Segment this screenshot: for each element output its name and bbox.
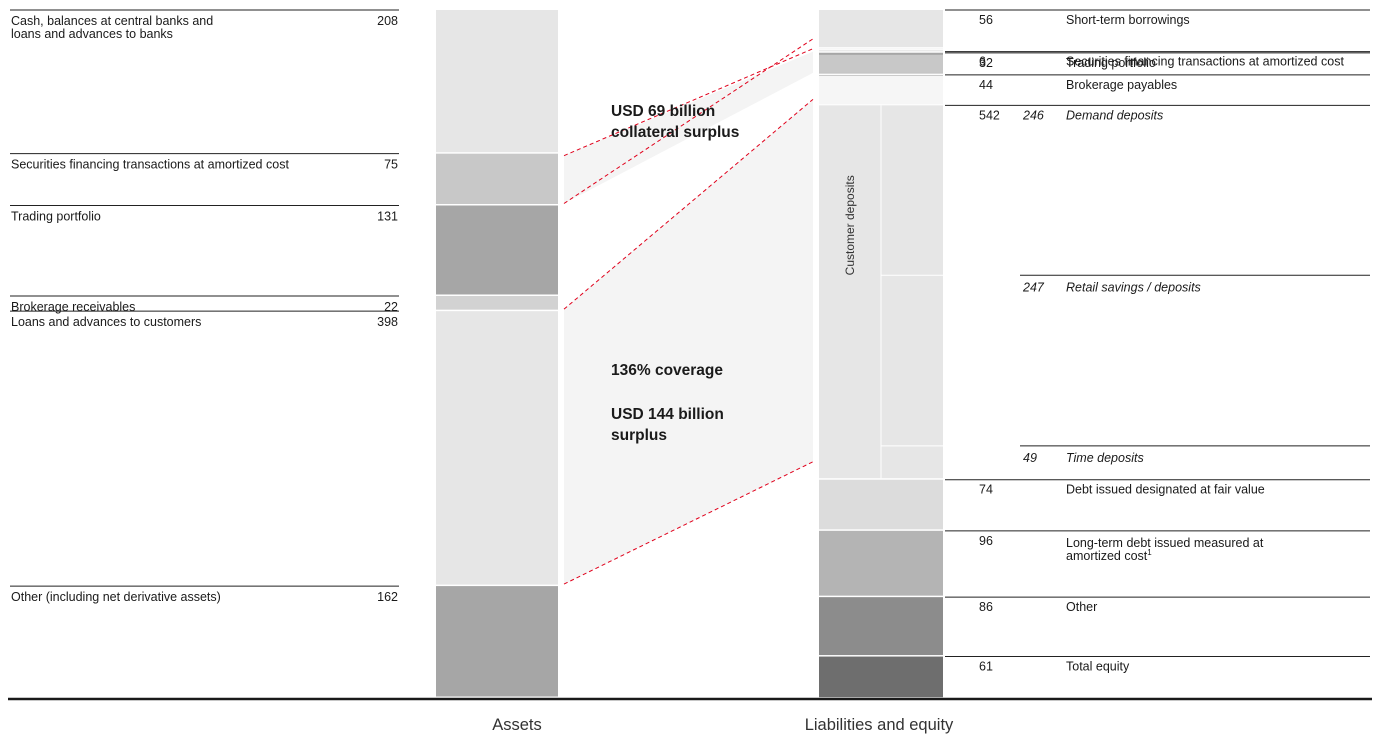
- collateral-surplus-annotation: USD 69 billion: [611, 103, 715, 120]
- liabilities-row-value: 32: [979, 56, 993, 70]
- assets-row-value: 75: [384, 158, 398, 172]
- assets-axis-label: Assets: [492, 716, 542, 734]
- assets-row-value: 162: [377, 590, 398, 604]
- deposits-sub-label: Retail savings / deposits: [1066, 280, 1201, 294]
- liabilities-row-label: Total equity: [1066, 660, 1130, 674]
- assets-row-label: Securities financing transactions at amo…: [11, 158, 289, 172]
- liabilities-row-label: Other: [1066, 600, 1097, 614]
- assets-bar-segment: [436, 153, 558, 204]
- liabilities-row-label: Debt issued designated at fair value: [1066, 483, 1265, 497]
- assets-row-label: Cash, balances at central banks and: [11, 14, 213, 28]
- footnote-marker: 1: [1147, 548, 1152, 557]
- liabilities-row-value: 74: [979, 483, 993, 497]
- collateral-surplus-wedge: [564, 51, 813, 204]
- liabilities-row-label: Trading portfolio: [1066, 56, 1156, 70]
- liabilities-axis-label: Liabilities and equity: [805, 716, 954, 734]
- assets-row-label: Other (including net derivative assets): [11, 590, 221, 604]
- dashed-connector: [563, 38, 814, 204]
- liabilities-bar-segment: [819, 54, 943, 73]
- liabilities-separator: [819, 49, 943, 51]
- assets-row-value: 131: [377, 209, 398, 223]
- liabilities-bar-segment: [819, 75, 943, 105]
- liabilities-row-label: Short-term borrowings: [1066, 13, 1190, 27]
- collateral-surplus-annotation: collateral surplus: [611, 124, 739, 141]
- deposits-sub-value: 246: [1022, 108, 1044, 122]
- liabilities-row-value: 96: [979, 534, 993, 548]
- liabilities-bar-segment: [819, 479, 943, 530]
- liabilities-row-value: 86: [979, 600, 993, 614]
- assets-bar-segment: [436, 586, 558, 697]
- coverage-annotation: surplus: [611, 427, 667, 444]
- assets-row-label: Brokerage receivables: [11, 300, 135, 314]
- deposits-sub-value: 247: [1022, 280, 1045, 294]
- assets-bar-segment: [436, 295, 558, 310]
- assets-row-label: loans and advances to banks: [11, 27, 173, 41]
- coverage-annotation: USD 144 billion: [611, 406, 724, 423]
- liabilities-row-label: Brokerage payables: [1066, 78, 1177, 92]
- coverage-annotation: 136% coverage: [611, 362, 723, 379]
- liabilities-bar-segment: [819, 656, 943, 698]
- deposits-sub-label: Demand deposits: [1066, 108, 1163, 122]
- coverage-wedge: [564, 99, 813, 585]
- assets-row-value: 208: [377, 14, 398, 28]
- assets-bar-segment: [436, 311, 558, 585]
- deposits-sub-value: 49: [1023, 451, 1037, 465]
- liabilities-row-value: 44: [979, 78, 993, 92]
- assets-row-label: Loans and advances to customers: [11, 315, 201, 329]
- liabilities-row-label: Long-term debt issued measured at: [1066, 536, 1264, 550]
- customer-deposits-vertical-label: Customer deposits: [843, 175, 857, 275]
- deposits-sub-label: Time deposits: [1066, 451, 1144, 465]
- dashed-connector: [563, 461, 814, 585]
- liabilities-row-value: 6: [979, 55, 986, 69]
- liabilities-row-value: 542: [979, 108, 1000, 122]
- liabilities-row-label: amortized cost1: [1066, 548, 1152, 563]
- assets-row-value: 398: [377, 315, 398, 329]
- liabilities-bar-segment: [819, 530, 943, 596]
- liabilities-row-label: Securities financing transactions at amo…: [1066, 55, 1344, 69]
- assets-bar-segment: [436, 205, 558, 295]
- dashed-connector: [563, 98, 814, 310]
- liabilities-bar-segment: [819, 597, 943, 656]
- assets-row-value: 22: [384, 300, 398, 314]
- assets-bar-segment: [436, 10, 558, 153]
- liabilities-row-value: 56: [979, 13, 993, 27]
- liabilities-row-value: 61: [979, 660, 993, 674]
- assets-row-label: Trading portfolio: [11, 209, 101, 223]
- liabilities-bar-segment: [819, 10, 943, 48]
